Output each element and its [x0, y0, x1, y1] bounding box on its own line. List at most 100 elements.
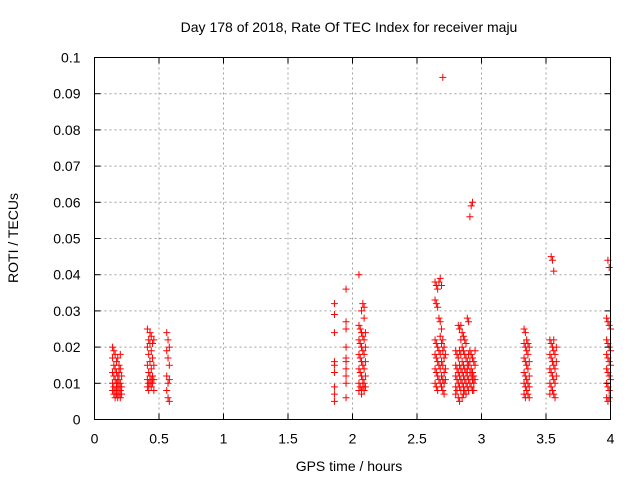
data-point	[605, 321, 613, 329]
data-point	[330, 390, 338, 398]
data-point	[116, 365, 124, 373]
data-point	[163, 347, 171, 355]
data-point	[434, 285, 442, 293]
data-point	[359, 376, 367, 384]
data-point	[467, 365, 475, 373]
data-point	[436, 318, 444, 326]
data-point	[149, 339, 157, 347]
x-tick-label: 3.5	[536, 431, 556, 447]
data-point	[143, 343, 151, 351]
y-tick-label: 0	[73, 412, 81, 428]
data-point	[525, 343, 533, 351]
data-point	[163, 329, 171, 337]
data-point	[550, 390, 558, 398]
x-tick-label: 3	[478, 431, 486, 447]
data-point	[356, 325, 364, 333]
data-point	[440, 354, 448, 362]
data-point	[361, 383, 369, 391]
data-point	[547, 339, 555, 347]
y-tick-label: 0.07	[53, 158, 80, 174]
data-point	[462, 354, 470, 362]
data-point	[436, 332, 444, 340]
y-tick-label: 0.04	[53, 267, 80, 283]
grid	[94, 57, 611, 420]
data-point	[524, 350, 532, 358]
data-point	[525, 383, 533, 391]
x-tick-label: 2	[349, 431, 357, 447]
data-point	[115, 368, 123, 376]
data-point	[147, 332, 155, 340]
data-point	[458, 343, 466, 351]
data-point	[361, 358, 369, 366]
y-tick-label: 0.06	[53, 194, 80, 210]
data-point	[468, 198, 476, 206]
data-point	[521, 329, 529, 337]
data-point	[112, 358, 120, 366]
data-point	[462, 390, 470, 398]
data-point	[551, 379, 559, 387]
data-point	[551, 394, 559, 402]
data-point	[523, 376, 531, 384]
data-point	[360, 350, 368, 358]
data-point	[330, 361, 338, 369]
data-point	[432, 300, 440, 308]
x-tick-label: 1.5	[278, 431, 298, 447]
data-point	[439, 387, 447, 395]
data-point	[439, 336, 447, 344]
data-point	[116, 379, 124, 387]
data-point	[150, 387, 158, 395]
data-point	[147, 347, 155, 355]
data-point	[456, 325, 464, 333]
data-point	[360, 303, 368, 311]
data-point	[470, 379, 478, 387]
data-point	[356, 339, 364, 347]
x-tick-label: 4	[607, 431, 615, 447]
data-point	[468, 368, 476, 376]
y-tick-label: 0.09	[53, 86, 80, 102]
data-point	[467, 350, 475, 358]
data-point	[356, 354, 364, 362]
data-point	[552, 343, 560, 351]
data-point	[150, 376, 158, 384]
data-point	[465, 361, 473, 369]
data-point	[470, 387, 478, 395]
data-point	[454, 354, 462, 362]
data-point	[361, 372, 369, 380]
data-point	[149, 354, 157, 362]
data-point	[523, 347, 531, 355]
y-axis-tick-labels: 0 0.01 0.02 0.03 0.04 0.05 0.06 0.07 0.08 0.09 0.1	[53, 50, 80, 428]
data-point	[552, 372, 560, 380]
data-point	[605, 394, 613, 402]
data-point	[550, 376, 558, 384]
data-point	[359, 347, 367, 355]
data-point	[118, 390, 126, 398]
data-point	[439, 361, 447, 369]
data-point	[524, 390, 532, 398]
data-point	[548, 256, 556, 264]
axis-ticks	[94, 57, 611, 420]
data-point	[342, 285, 350, 293]
data-point	[523, 336, 531, 344]
data-point	[434, 343, 442, 351]
data-point	[163, 387, 171, 395]
data-point	[440, 343, 448, 351]
data-point	[463, 314, 471, 322]
data-point	[147, 365, 155, 373]
data-point	[603, 350, 611, 358]
data-point	[114, 354, 122, 362]
data-point	[116, 394, 124, 402]
data-point	[605, 358, 613, 366]
data-point	[145, 368, 153, 376]
data-point	[457, 321, 465, 329]
x-tick-label: 2.5	[407, 431, 427, 447]
data-point	[470, 372, 478, 380]
x-tick-label: 0.5	[149, 431, 169, 447]
data-point	[440, 379, 448, 387]
data-point	[358, 390, 366, 398]
data-point	[164, 354, 172, 362]
data-point	[525, 394, 533, 402]
data-point	[342, 325, 350, 333]
data-point	[116, 350, 124, 358]
data-point	[525, 358, 533, 366]
data-point	[439, 347, 447, 355]
